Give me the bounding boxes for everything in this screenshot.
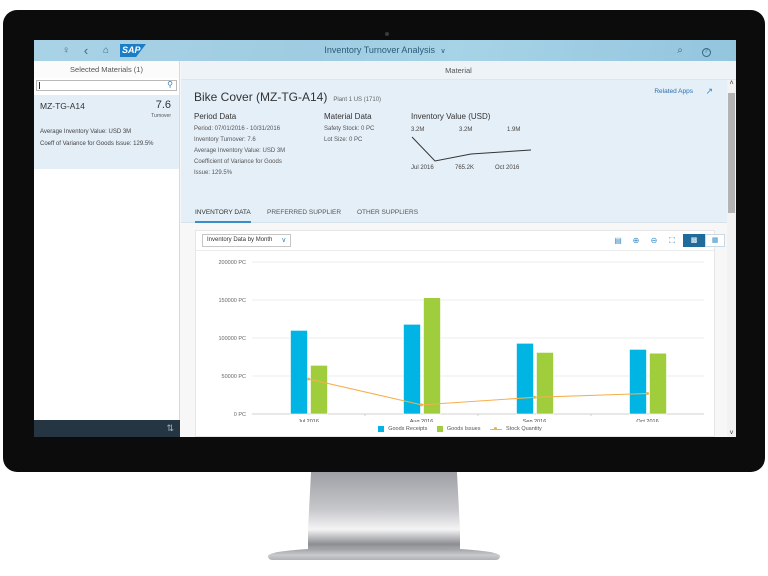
help-icon[interactable]: ? xyxy=(696,40,716,61)
svg-text:Oct 2016: Oct 2016 xyxy=(636,419,658,422)
microchart-line xyxy=(411,136,531,162)
chevron-down-icon: ∨ xyxy=(440,48,446,55)
material-data-heading: Material Data xyxy=(324,112,372,121)
zoom-in-icon[interactable]: ⊕ xyxy=(632,236,640,245)
iv-value-1: 3.2M xyxy=(411,127,425,133)
user-icon[interactable]: ♀ xyxy=(62,45,70,56)
related-apps-link[interactable]: Related Apps xyxy=(654,88,693,95)
legend-swatch-stock xyxy=(490,427,503,430)
tab-other-suppliers[interactable]: OTHER SUPPLIERS xyxy=(357,209,419,216)
svg-text:0 PC: 0 PC xyxy=(234,412,246,418)
period-line: Issue: 129.5% xyxy=(194,170,233,176)
sort-icon[interactable]: ⇅ xyxy=(166,423,174,433)
period-data-heading: Period Data xyxy=(194,112,237,121)
app-title-text: Inventory Turnover Analysis xyxy=(324,45,435,55)
legend-label-receipts: Goods Receipts xyxy=(388,426,428,432)
zoom-out-icon[interactable]: ⊖ xyxy=(650,236,658,245)
legend-swatch-receipts xyxy=(378,426,385,432)
legend-label-issues: Goods Issues xyxy=(446,426,481,432)
external-link-icon[interactable]: ↗ xyxy=(705,86,713,96)
detail-title: Material xyxy=(181,61,736,80)
object-title: Bike Cover (MZ-TG-A14) Plant 1 US (1710) xyxy=(194,90,381,104)
monitor-base xyxy=(268,548,500,560)
sap-logo[interactable]: SAP xyxy=(120,44,146,57)
period-line: Average Inventory Value: USD 3M xyxy=(194,148,286,154)
svg-text:50000 PC: 50000 PC xyxy=(222,374,246,380)
iv-low-label: 765.2K xyxy=(455,165,475,171)
iv-start-label: Jul 2016 xyxy=(411,165,434,171)
avg-inventory-attr: Average Inventory Value: USD 3M xyxy=(40,129,132,135)
tab-bar: INVENTORY DATA PREFERRED SUPPLIER OTHER … xyxy=(181,203,727,223)
master-footer: ⇅ xyxy=(34,420,180,437)
svg-text:100000 PC: 100000 PC xyxy=(218,336,246,342)
legend-icon[interactable]: ▤ xyxy=(614,236,622,245)
search-icon[interactable]: ⌕ xyxy=(677,45,683,56)
svg-text:Aug 2016: Aug 2016 xyxy=(410,419,434,422)
master-panel: Selected Materials (1) ⚲ MZ-TG-A14 7.6 T… xyxy=(34,61,180,437)
help-glyph: ? xyxy=(701,48,711,57)
chart-variant-select[interactable]: Inventory Data by Month ∨ xyxy=(202,234,292,247)
material-id: MZ-TG-A14 xyxy=(40,101,85,111)
inventory-value-heading: Inventory Value (USD) xyxy=(411,112,491,121)
monitor-stand xyxy=(308,472,460,554)
chart-container: Inventory Data by Month ∨ ▤ ⊕ ⊖ ⛶ ▩ ▦ 0 … xyxy=(195,230,725,437)
object-header: Bike Cover (MZ-TG-A14) Plant 1 US (1710) … xyxy=(181,80,727,203)
period-line: Coefficient of Variance for Goods xyxy=(194,159,282,165)
tab-inventory-data[interactable]: INVENTORY DATA xyxy=(195,209,251,223)
vertical-scrollbar[interactable]: ˄ ˅ xyxy=(727,80,736,437)
text-caret xyxy=(39,82,40,89)
legend-swatch-issues xyxy=(436,426,443,432)
turnover-unit: Turnover xyxy=(151,113,171,119)
fullscreen-icon[interactable]: ⛶ xyxy=(669,236,675,245)
svg-text:200000 PC: 200000 PC xyxy=(218,260,246,266)
period-line: Period: 07/01/2016 - 10/31/2016 xyxy=(194,126,281,132)
inventory-value-microchart: Inventory Value (USD) 3.2M 3.2M 1.9M Jul… xyxy=(411,112,531,172)
inventory-chart: 0 PC 50000 PC 100000 PC 150000 PC 200000 PC J… xyxy=(196,252,716,437)
svg-text:150000 PC: 150000 PC xyxy=(218,298,246,304)
iv-end-label: Oct 2016 xyxy=(495,165,520,171)
select-value: Inventory Data by Month xyxy=(207,237,273,243)
camera xyxy=(385,32,389,36)
turnover-value: 7.6 xyxy=(155,99,171,111)
table-view-toggle[interactable]: ▦ xyxy=(705,234,725,247)
detail-panel: Material Bike Cover (MZ-TG-A14) Plant 1 U… xyxy=(181,61,736,437)
chart-plot-area: 0 PC 50000 PC 100000 PC 150000 PC 200000 PC J… xyxy=(218,260,704,425)
svg-text:Jul 2016: Jul 2016 xyxy=(298,419,319,422)
period-line: Inventory Turnover: 7.6 xyxy=(194,137,256,143)
period-data-section: Period Data Period: 07/01/2016 - 10/31/2… xyxy=(194,112,285,179)
search-input[interactable]: ⚲ xyxy=(36,80,177,91)
app-title-menu[interactable]: Inventory Turnover Analysis ∨ xyxy=(324,45,445,55)
scroll-down-icon[interactable]: ˅ xyxy=(729,430,734,437)
master-header: Selected Materials (1) xyxy=(34,61,179,78)
home-icon[interactable]: ⌂ xyxy=(102,45,110,56)
chart-legend: Goods Receipts Goods Issues Stock Quanti… xyxy=(196,426,716,432)
chevron-down-icon: ∨ xyxy=(281,237,287,244)
legend-label-stock: Stock Quantity xyxy=(506,426,542,432)
scroll-thumb[interactable] xyxy=(728,93,735,213)
plant-subtitle: Plant 1 US (1710) xyxy=(333,97,382,103)
coeff-variance-attr: Coeff of Variance for Goods Issue: 129.5… xyxy=(40,141,154,147)
shell-bar: ♀ ‹ ⌂ SAP Inventory Turnover Analysis ∨ … xyxy=(34,40,736,61)
material-line: Safety Stock: 0 PC xyxy=(324,126,375,132)
scroll-up-icon[interactable]: ˄ xyxy=(729,80,734,87)
material-data-section: Material Data Safety Stock: 0 PC Lot Siz… xyxy=(324,112,374,146)
object-title-text: Bike Cover (MZ-TG-A14) xyxy=(194,90,328,104)
screen: ♀ ‹ ⌂ SAP Inventory Turnover Analysis ∨ … xyxy=(34,40,736,437)
iv-value-2: 3.2M xyxy=(459,127,473,133)
chart-view-toggle[interactable]: ▩ xyxy=(683,234,705,247)
iv-value-3: 1.9M xyxy=(507,127,521,133)
list-item[interactable]: MZ-TG-A14 7.6 Turnover Average Inventory… xyxy=(34,95,179,169)
chart-toolbar: Inventory Data by Month ∨ ▤ ⊕ ⊖ ⛶ ▩ ▦ xyxy=(196,231,725,251)
svg-text:Sep 2016: Sep 2016 xyxy=(523,419,547,422)
tab-preferred-supplier[interactable]: PREFERRED SUPPLIER xyxy=(267,209,342,216)
app-title: Inventory Turnover Analysis ∨ xyxy=(34,40,736,62)
search-icon[interactable]: ⚲ xyxy=(167,80,173,89)
back-icon[interactable]: ‹ xyxy=(83,43,89,58)
material-line: Lot Size: 0 PC xyxy=(324,137,363,143)
